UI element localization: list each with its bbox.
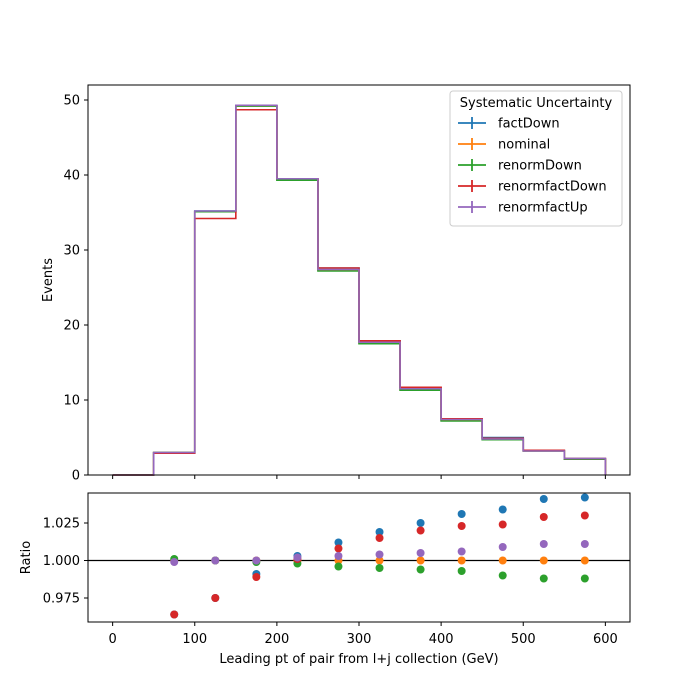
top-panel: 0 10 20 30 40 50 Events Systematic Uncertaint… (41, 84, 631, 484)
legend: Systematic Uncertainty factDown nominal re… (449, 90, 623, 227)
x-tick-label: 300 (347, 632, 372, 647)
top-y-axis-ticks: 0 10 20 30 40 50 (63, 94, 88, 484)
ratio-point-renormfactUp (170, 558, 179, 566)
x-axis-label: Leading pt of pair from l+j collection (… (219, 652, 498, 667)
ratio-point-renormfactDown (457, 522, 466, 530)
bottom-series-group (170, 493, 589, 619)
ratio-point-factDown (334, 538, 343, 547)
ratio-point-renormDown (457, 567, 466, 575)
ratio-point-renormfactUp (539, 540, 548, 548)
ratio-point-nominal (416, 556, 425, 565)
top-y-tick-label: 30 (63, 244, 80, 259)
ratio-point-nominal (580, 556, 589, 565)
ratio-point-renormfactDown (170, 610, 179, 619)
x-tick-label: 600 (593, 632, 618, 647)
ratio-point-renormfactDown (334, 544, 343, 553)
legend-box (449, 90, 623, 227)
ratio-point-renormfactDown (416, 526, 425, 535)
ratio-point-nominal (539, 556, 548, 565)
ratio-point-factDown (416, 519, 425, 527)
top-y-tick-label: 10 (63, 394, 80, 409)
top-series-group (112, 104, 607, 476)
x-tick-label: 100 (182, 632, 207, 647)
legend-label-nominal: nominal (498, 138, 550, 153)
ratio-point-renormfactUp (416, 549, 425, 557)
ratio-point-renormfactDown (211, 594, 220, 602)
bottom-y-tick-label: 0.975 (43, 592, 80, 607)
top-y-axis-label: Events (41, 258, 56, 302)
ratio-point-renormfactDown (498, 520, 507, 529)
ratio-point-factDown (375, 528, 384, 536)
x-tick-label: 400 (429, 632, 454, 647)
bottom-panel: 0.975 1.000 1.025 0 100 200 300 400 500 600 Rati… (19, 492, 631, 667)
ratio-point-renormfactUp (375, 550, 384, 559)
ratio-point-factDown (539, 495, 548, 503)
ratio-point-factDown (457, 510, 466, 518)
top-y-tick-label: 40 (63, 169, 80, 184)
ratio-point-renormDown (334, 562, 343, 571)
top-y-tick-label: 0 (72, 469, 80, 484)
ratio-point-renormfactUp (498, 543, 507, 551)
bottom-x-axis-ticks: 0 100 200 300 400 500 600 (108, 622, 618, 647)
legend-items: factDown nominal renormDown renormfactDown r… (458, 117, 607, 216)
ratio-point-factDown (580, 493, 589, 502)
legend-title: Systematic Uncertainty (460, 96, 613, 111)
ratio-point-nominal (457, 556, 466, 565)
ratio-point-renormDown (416, 565, 425, 574)
ratio-point-renormfactDown (252, 573, 261, 581)
histogram-step-renormfactUp (112, 104, 607, 476)
top-y-tick-label: 50 (63, 94, 80, 109)
ratio-point-renormDown (498, 571, 507, 580)
legend-label-renormDown: renormDown (498, 159, 582, 174)
ratio-point-renormfactUp (457, 547, 466, 556)
x-tick-label: 500 (511, 632, 536, 647)
ratio-point-nominal (375, 556, 384, 565)
legend-label-factDown: factDown (498, 117, 560, 132)
top-y-tick-label: 20 (63, 319, 80, 334)
ratio-point-renormfactUp (252, 556, 261, 565)
ratio-point-renormfactUp (334, 552, 343, 560)
x-tick-label: 0 (108, 632, 116, 647)
bottom-y-tick-label: 1.025 (43, 517, 80, 532)
legend-label-renormfactUp: renormfactUp (498, 201, 588, 216)
bottom-y-axis-label: Ratio (19, 541, 34, 574)
ratio-point-renormfactDown (375, 534, 384, 542)
bottom-y-axis-ticks: 0.975 1.000 1.025 (43, 517, 88, 607)
ratio-point-factDown (498, 505, 507, 514)
ratio-point-renormfactDown (539, 513, 548, 521)
x-tick-label: 200 (264, 632, 289, 647)
ratio-point-renormfactDown (580, 511, 589, 520)
ratio-point-renormfactUp (211, 556, 220, 565)
bottom-y-tick-label: 1.000 (43, 554, 80, 569)
ratio-point-renormfactUp (293, 553, 302, 562)
ratio-point-renormDown (375, 564, 384, 572)
top-x-axis-ticks (112, 475, 606, 479)
ratio-point-nominal (498, 556, 507, 565)
ratio-point-renormDown (539, 574, 548, 583)
bottom-plot-frame (87, 492, 631, 623)
ratio-point-renormDown (580, 574, 589, 583)
ratio-point-renormfactUp (580, 540, 589, 548)
legend-label-renormfactDown: renormfactDown (498, 180, 607, 195)
